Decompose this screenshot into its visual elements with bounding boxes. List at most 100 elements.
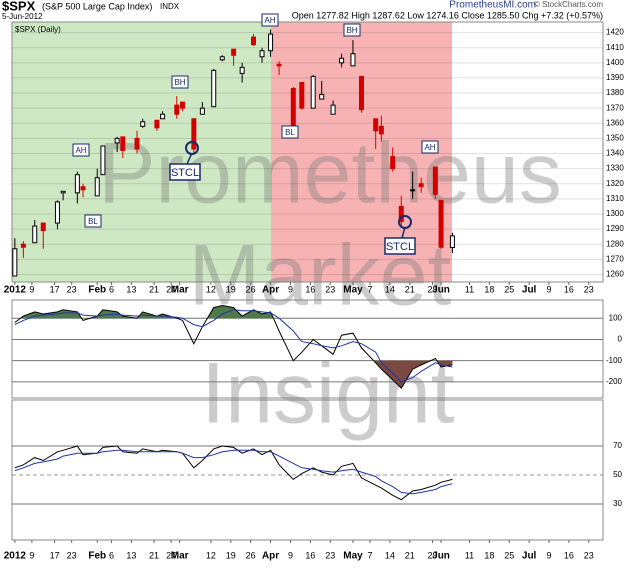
x-tick-label: 11 [465,284,474,294]
annotation-box [84,214,102,228]
annotation-box [171,75,189,89]
candle-body [40,222,46,232]
y-tick-label: 1360 [606,118,624,127]
annotation-label: AH [75,146,86,155]
watermark-line: Insight [201,346,454,442]
y-tick-label: -200 [606,377,623,386]
x-tick-label: 6 [109,550,114,560]
x-tick-label: 16 [305,284,315,294]
x-tick-label: 21 [405,550,415,560]
indicator-line [14,449,453,495]
panel-label: $SPX (Daily) [15,25,61,34]
x-tick-label: Feb [88,551,106,562]
x-tick-label: 27 [166,550,176,560]
x-tick-label: Jun [432,285,450,296]
y-tick-label: 1300 [606,209,624,218]
annotation-label: AH [264,16,275,25]
y-tick-label: 1280 [606,239,624,248]
annotation-label: BL [88,217,98,226]
candle-body [239,66,245,74]
annotation-box [343,23,361,37]
candle-body [398,205,404,223]
y-tick-label: 1390 [606,73,624,82]
y-tick-label: 30 [613,499,622,508]
x-tick-label: 2012 [4,285,27,296]
y-tick-label: -100 [606,356,623,365]
annotation-label: BH [346,26,357,35]
candle-body [191,118,197,150]
x-tick-label: 26 [246,550,256,560]
annotation-box [421,140,439,154]
x-tick-label: 16 [564,284,574,294]
date: 5-Jun-2012 [2,12,43,21]
x-tick-label: 16 [305,550,315,560]
candle-body [276,63,282,67]
y-tick-label: 1380 [606,88,624,97]
annotation-circle [185,141,199,155]
candle-body [319,94,325,100]
x-tick-label: 9 [547,284,552,294]
x-tick-label: 21 [149,284,159,294]
x-tick-label: 23 [67,284,77,294]
candle-body [449,235,455,249]
y-tick-label: 1330 [606,164,624,173]
x-tick-label: 13 [126,284,136,294]
price-panel [11,21,604,283]
annotation-label: STCL [386,241,414,253]
candle-body [134,137,140,150]
y-tick-label: 1370 [606,103,624,112]
annotation-circle [398,215,412,229]
x-tick-label: 17 [50,284,60,294]
x-tick-label: 29 [428,284,438,294]
index-name: (S&P 500 Large Cap Index) [42,1,152,11]
y-tick-label: 1350 [606,134,624,143]
candle-body [330,104,336,115]
candle-body [339,57,345,64]
y-tick-label: 1260 [606,270,624,279]
candle-body [390,156,396,170]
x-tick-label: 6 [109,284,114,294]
candle-body [12,248,18,277]
exchange: INDX [160,2,180,11]
x-tick-label: 14 [385,550,395,560]
candle-body [74,174,80,194]
candle-body [418,183,424,188]
site: PrometheusMI.com [449,0,536,11]
y-tick-label: 1270 [606,254,624,263]
candle-body [114,137,120,144]
candle-body [259,50,265,58]
candle-body [438,199,444,248]
candle-body [350,53,356,67]
x-tick-label: 7 [368,550,373,560]
candle-body [32,225,38,244]
candle-body [373,118,379,132]
x-tick-label: 27 [166,284,176,294]
y-tick-label: 50 [613,470,622,479]
candle-body [410,189,416,192]
x-tick-label: Jul [522,285,537,296]
x-tick-label: 23 [584,284,594,294]
x-tick-label: 23 [325,284,335,294]
candle-body [20,243,26,248]
y-tick-label: 1320 [606,179,624,188]
x-tick-label: Feb [88,285,106,296]
x-tick-label: 19 [226,550,236,560]
y-tick-label: 70 [613,441,622,450]
candle-body [60,190,66,194]
x-tick-label: 23 [584,550,594,560]
y-tick-label: 1310 [606,194,624,203]
x-tick-label: 17 [50,550,60,560]
candle-body [290,88,296,127]
overbought-area [14,305,453,319]
candle-body [140,121,146,127]
x-tick-label: Mar [171,551,189,562]
x-tick-label: 9 [288,550,293,560]
panels [11,21,604,541]
x-tick-label: 2012 [4,551,27,562]
x-tick-label: 13 [126,550,136,560]
x-tick-label: Jul [522,551,537,562]
candle-body [154,119,160,129]
x-tick-label: 21 [149,550,159,560]
x-tick-label: 23 [325,550,335,560]
